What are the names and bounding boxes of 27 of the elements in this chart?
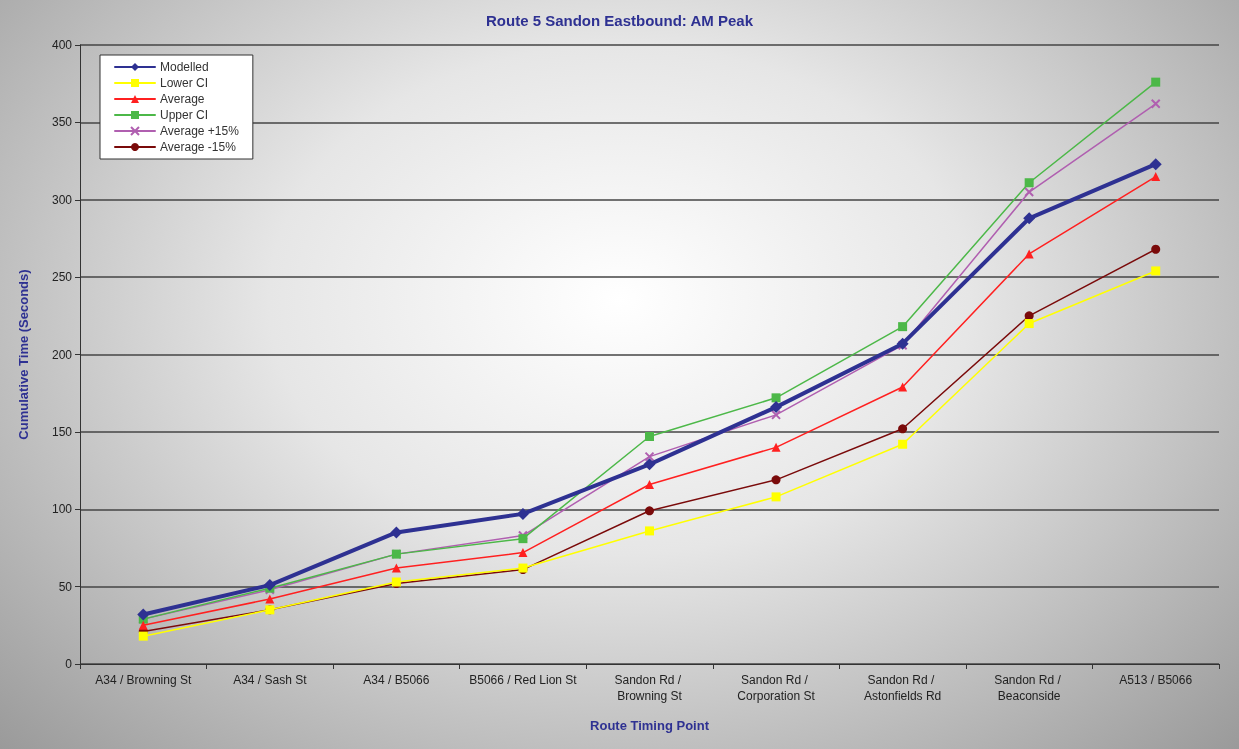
y-axis-title: Cumulative Time (Seconds) — [16, 269, 31, 440]
y-tick-label: 0 — [65, 657, 73, 671]
x-tick-label: A34 / Browning St — [95, 673, 192, 687]
x-axis-title: Route Timing Point — [590, 718, 710, 733]
legend-label: Upper CI — [160, 108, 209, 122]
x-tick-label: Sandon Rd / Browning St — [614, 673, 685, 703]
x-tick-label: Sandon Rd / Beaconside — [994, 673, 1065, 703]
legend-label: Average -15% — [160, 140, 237, 154]
x-tick-label: A34 / B5066 — [363, 673, 430, 687]
y-tick-label: 400 — [51, 38, 73, 52]
x-tick-label: Sandon Rd / Corporation St — [737, 673, 816, 703]
legend-label: Modelled — [160, 60, 209, 74]
y-tick-label: 150 — [51, 424, 73, 439]
y-tick-label: 100 — [51, 502, 73, 517]
x-tick-label: A34 / Sash St — [233, 673, 308, 687]
y-tick-label: 50 — [58, 579, 73, 594]
legend-label: Lower CI — [160, 76, 209, 90]
y-tick-label: 300 — [51, 192, 73, 207]
legend-label: Average +15% — [160, 124, 240, 138]
x-tick-label: A513 / B5066 — [1119, 673, 1193, 687]
x-tick-label: Sandon Rd / Astonfields Rd — [863, 673, 942, 703]
y-tick-label: 250 — [51, 270, 73, 285]
legend-label: Average — [160, 92, 205, 106]
y-tick-label: 350 — [51, 115, 73, 130]
chart-title: Route 5 Sandon Eastbound: AM Peak — [486, 12, 754, 29]
y-tick-label: 200 — [51, 347, 73, 362]
x-tick-label: B5066 / Red Lion St — [469, 673, 578, 687]
